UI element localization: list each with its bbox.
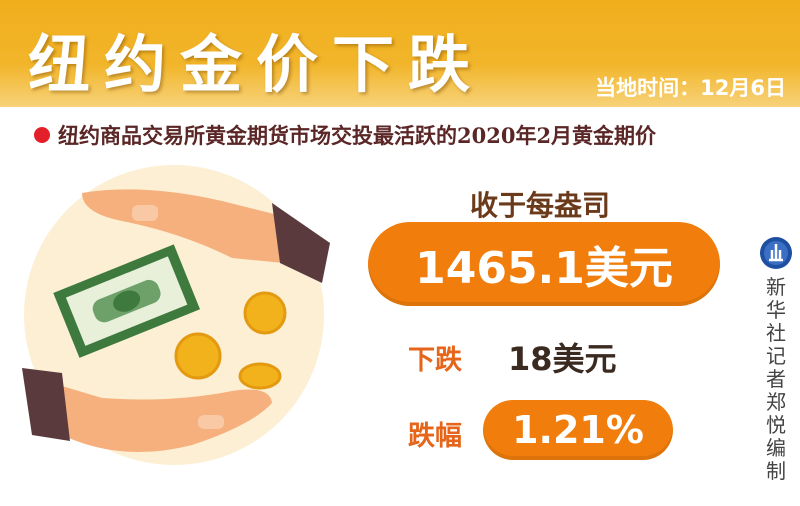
subtitle-text: 纽约商品交易所黄金期货市场交投最活跃的2020年2月黄金期价 xyxy=(58,123,657,148)
close-label: 收于每盎司 xyxy=(469,189,610,222)
bullet-icon xyxy=(34,127,50,143)
header-banner: 纽约金价下跌 当地时间：12月6日 xyxy=(0,0,800,107)
hands-money-illustration xyxy=(22,165,330,465)
change-pill: 1.21% xyxy=(483,400,673,460)
credit-text: 新华社记者郑悦编制 xyxy=(766,275,786,483)
page-title: 纽约金价下跌 xyxy=(28,28,485,101)
close-price-pill: 1465.1美元 xyxy=(368,222,720,306)
change-label: 跌幅 xyxy=(408,421,462,452)
fall-label: 下跌 xyxy=(408,345,462,376)
subtitle: 纽约商品交易所黄金期货市场交投最活跃的2020年2月黄金期价 xyxy=(34,120,656,150)
fall-value: 18美元 xyxy=(508,340,617,378)
xinhua-logo-icon xyxy=(760,237,792,269)
date-label: 当地时间：12月6日 xyxy=(595,76,786,100)
